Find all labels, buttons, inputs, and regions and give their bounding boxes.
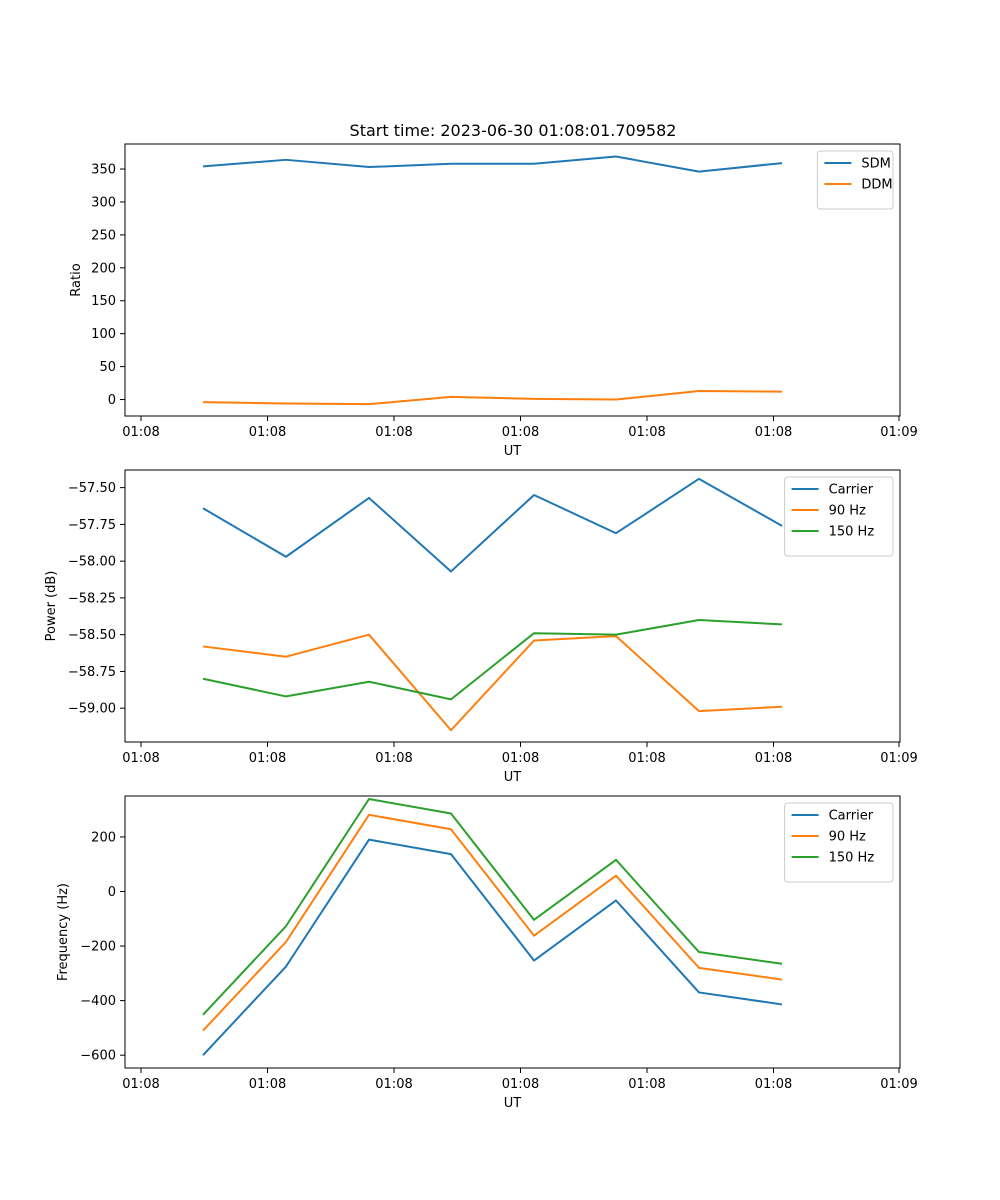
x-tick-label: 01:08	[375, 751, 412, 766]
x-tick-label: 01:09	[880, 751, 917, 766]
x-tick-label: 01:08	[375, 1077, 412, 1092]
y-tick-label: 0	[108, 393, 116, 408]
figure-title: Start time: 2023-06-30 01:08:01.709582	[350, 121, 677, 140]
legend-box	[784, 802, 894, 883]
x-tick-label: 01:08	[628, 1077, 665, 1092]
series-line-carrier	[202, 477, 783, 573]
x-tick-label: 01:08	[502, 1077, 539, 1092]
y-tick-label: −58.75	[68, 665, 116, 680]
chart-panel-2: 01:08 01:08 01:08 01:08 01:08 01:08 01:09 −59.0…	[44, 469, 918, 785]
x-tick-label: 01:08	[628, 425, 665, 440]
x-tick-label: 01:08	[375, 425, 412, 440]
series-line-90-hz	[202, 633, 783, 732]
y-tick-label: 50	[99, 360, 116, 375]
y-tick-label: −57.50	[68, 481, 116, 496]
x-tick-label: 01:09	[880, 425, 917, 440]
y-tick-label: −58.50	[68, 628, 116, 643]
plot-frame	[124, 469, 901, 743]
series-line-ddm	[202, 389, 783, 406]
x-tick-label: 01:08	[249, 1077, 286, 1092]
x-tick-label: 01:08	[502, 751, 539, 766]
x-tick-label: 01:08	[628, 751, 665, 766]
legend: SDM DDM	[816, 150, 894, 210]
y-axis-label: Frequency (Hz)	[56, 883, 71, 981]
legend-label: Carrier	[829, 483, 874, 498]
plot-frame	[124, 143, 901, 417]
legend: Carrier 90 Hz 150 Hz	[784, 802, 894, 883]
legend-label: 150 Hz	[829, 525, 875, 540]
y-tick-label: −600	[80, 1049, 116, 1064]
legend-label: DDM	[861, 178, 892, 193]
y-tick-label: 250	[91, 228, 116, 243]
y-tick-label: −59.00	[68, 702, 116, 717]
x-tick-label: 01:08	[755, 425, 792, 440]
x-axis-label: UT	[504, 1096, 522, 1111]
y-axis-label: Power (dB)	[44, 571, 59, 642]
y-tick-label: 150	[91, 294, 116, 309]
series-line-150-hz	[202, 798, 783, 1016]
legend-label: SDM	[861, 157, 890, 172]
y-tick-label: 200	[91, 261, 116, 276]
series-line-150-hz	[202, 618, 783, 701]
y-tick-label: 0	[108, 885, 116, 900]
x-tick-label: 01:08	[249, 751, 286, 766]
x-tick-label: 01:08	[755, 751, 792, 766]
x-tick-label: 01:08	[122, 425, 159, 440]
legend-label: Carrier	[829, 809, 874, 824]
x-axis-label: UT	[504, 770, 522, 785]
legend-box	[816, 150, 894, 210]
y-tick-label: 300	[91, 195, 116, 210]
y-tick-label: −200	[80, 940, 116, 955]
legend-label: 150 Hz	[829, 851, 875, 866]
x-tick-label: 01:08	[502, 425, 539, 440]
y-tick-label: 100	[91, 327, 116, 342]
series-line-sdm	[202, 155, 783, 173]
y-tick-label: 350	[91, 163, 116, 178]
y-axis-label: Ratio	[69, 263, 84, 296]
x-tick-label: 01:08	[249, 425, 286, 440]
x-tick-label: 01:08	[122, 1077, 159, 1092]
legend-box	[784, 476, 894, 557]
x-tick-label: 01:09	[880, 1077, 917, 1092]
x-axis-label: UT	[504, 444, 522, 459]
series-line-carrier	[202, 838, 783, 1056]
legend-label: 90 Hz	[829, 830, 866, 845]
chart-panel-3: 01:08 01:08 01:08 01:08 01:08 01:08 01:09 −600 −…	[56, 795, 918, 1111]
y-tick-label: −57.75	[68, 518, 116, 533]
legend: Carrier 90 Hz 150 Hz	[784, 476, 894, 557]
legend-label: 90 Hz	[829, 504, 866, 519]
x-tick-label: 01:08	[755, 1077, 792, 1092]
chart-panel-1: 01:08 01:08 01:08 01:08 01:08 01:08 01:09 0 50 10…	[69, 143, 918, 459]
y-tick-label: −58.00	[68, 555, 116, 570]
y-tick-label: −58.25	[68, 591, 116, 606]
series-line-90-hz	[202, 813, 783, 1032]
y-tick-label: −400	[80, 994, 116, 1009]
plot-frame	[124, 795, 901, 1069]
x-tick-label: 01:08	[122, 751, 159, 766]
y-tick-label: 200	[91, 830, 116, 845]
